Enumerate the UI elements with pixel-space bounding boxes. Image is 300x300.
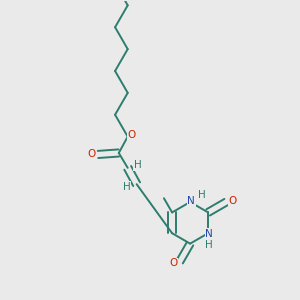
Text: O: O [229, 196, 237, 206]
Text: H: H [205, 240, 213, 250]
Text: N: N [205, 229, 213, 239]
Text: H: H [123, 182, 131, 192]
Text: N: N [187, 196, 195, 206]
Text: O: O [169, 258, 177, 268]
Text: H: H [134, 160, 141, 170]
Text: O: O [128, 130, 136, 140]
Text: O: O [87, 148, 95, 159]
Text: H: H [197, 190, 205, 200]
